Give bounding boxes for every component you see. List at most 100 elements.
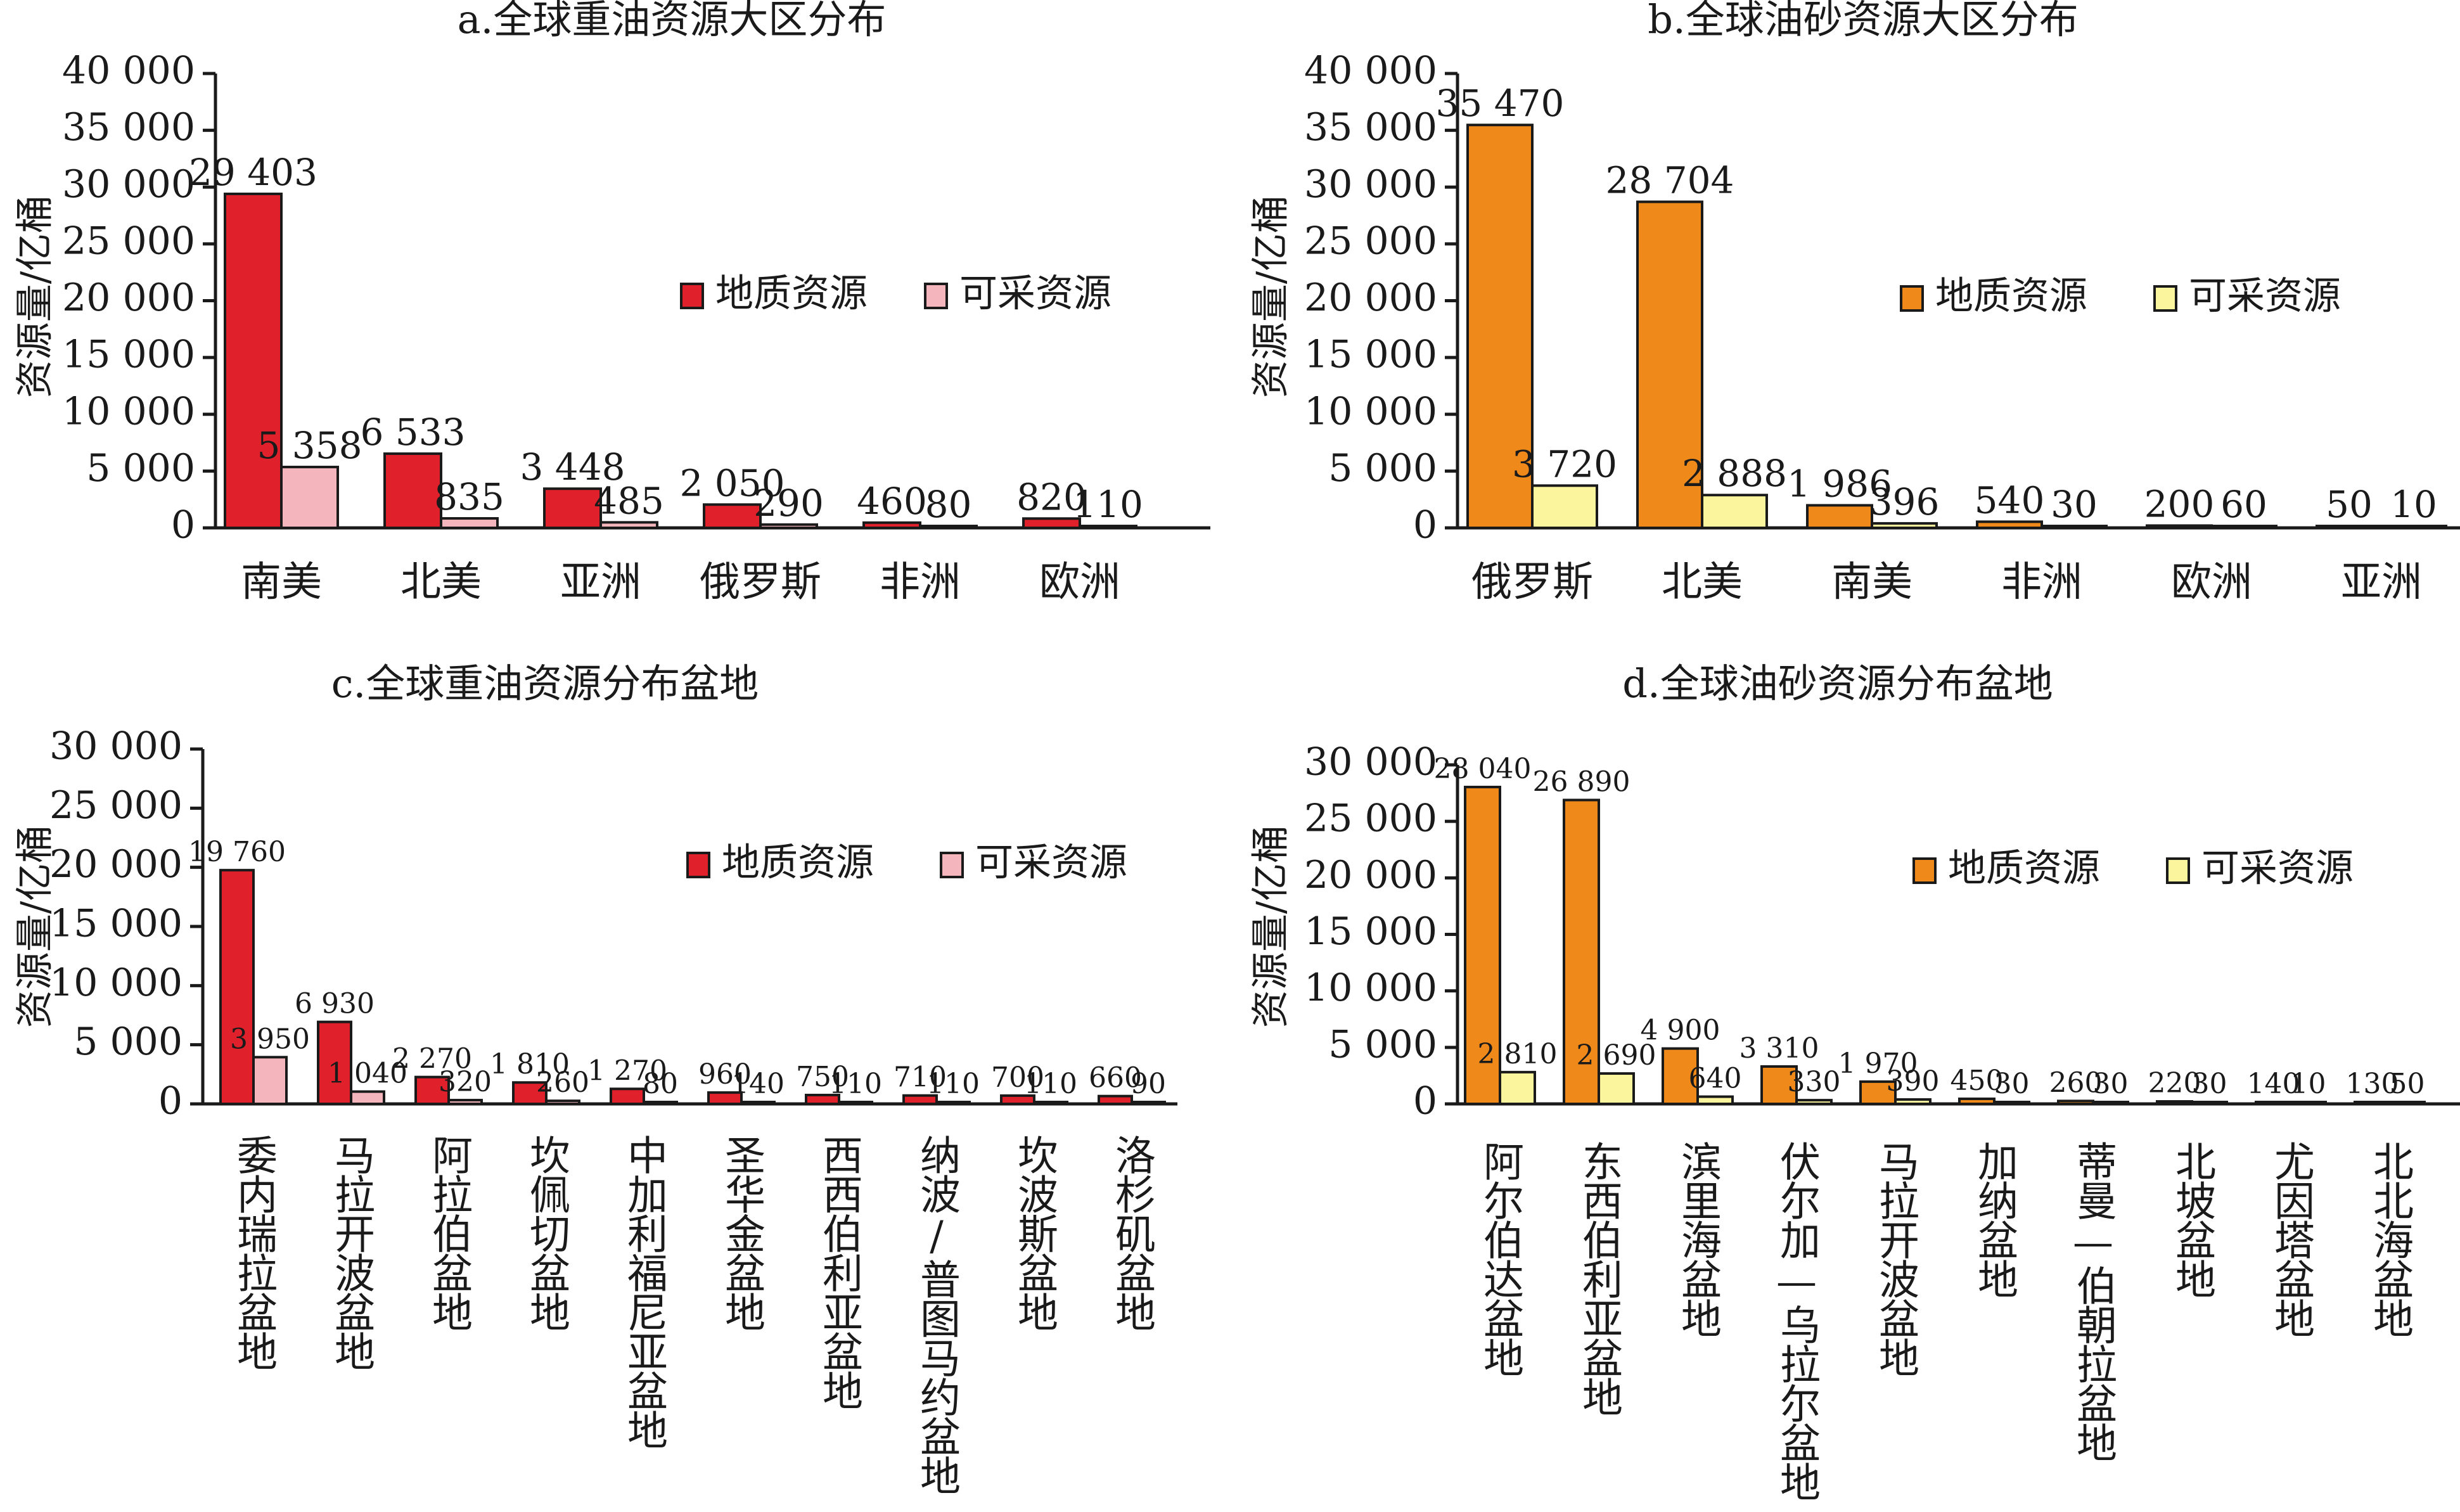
- bar-recoverable: [1795, 1099, 1833, 1105]
- data-label: 485: [594, 479, 664, 522]
- legend-label: 可采资源: [2201, 847, 2354, 891]
- x-category-label: 欧洲: [1039, 559, 1120, 606]
- y-tick-label: 15 000: [62, 333, 195, 377]
- y-tick-label: 10 000: [49, 961, 183, 1005]
- y-tick-label: 15 000: [1304, 909, 1437, 954]
- data-label: 2 690: [1577, 1039, 1656, 1072]
- data-label: 710: [894, 1061, 947, 1094]
- data-label: 460: [857, 480, 927, 523]
- bar-geologic: [862, 521, 921, 530]
- y-tick-label: 10 000: [1304, 966, 1437, 1010]
- x-category-label: 非洲: [2001, 559, 2082, 606]
- legend-label: 可采资源: [2189, 274, 2341, 319]
- data-label: 110: [829, 1068, 882, 1100]
- data-label: 3 448: [520, 445, 625, 489]
- data-label: 30: [2192, 1068, 2227, 1100]
- x-category-label: 北北海盆地: [2366, 1141, 2413, 1337]
- bar-recoverable: [643, 1101, 678, 1105]
- x-category-label: 蒂曼—伯朝拉盆地: [2070, 1141, 2117, 1461]
- y-tick-label: 5 000: [1328, 446, 1437, 490]
- data-label: 835: [434, 475, 504, 518]
- legend-label: 地质资源: [1935, 274, 2087, 319]
- bar-recoverable: [759, 523, 818, 530]
- data-label: 35 470: [1436, 82, 1565, 125]
- data-label: 396: [1869, 480, 1940, 523]
- data-label: 200: [2144, 482, 2215, 525]
- bar-geologic: [1466, 124, 1534, 529]
- legend-swatch-recoverable: [2166, 857, 2190, 884]
- y-tick-label: 20 000: [62, 276, 195, 320]
- x-category-label: 北美: [400, 559, 482, 606]
- data-label: 50: [2390, 1068, 2425, 1100]
- x-category-label: 北坡盆地: [2169, 1141, 2215, 1298]
- bar-geologic: [1976, 520, 2043, 529]
- x-category-label: 马拉开波盆地: [1872, 1141, 1919, 1376]
- data-label: 450: [1951, 1065, 2004, 1097]
- data-label: 30: [1994, 1068, 2030, 1100]
- data-label: 80: [643, 1068, 678, 1100]
- legend-label: 地质资源: [715, 272, 868, 316]
- bar-geologic: [219, 869, 255, 1105]
- legend-swatch-geologic: [1912, 857, 1937, 884]
- x-category-label: 欧洲: [2171, 559, 2252, 606]
- data-label: 6 533: [360, 411, 465, 454]
- data-label: 6 930: [295, 988, 375, 1020]
- bar-geologic: [1022, 517, 1081, 530]
- bar-geologic: [317, 1020, 352, 1106]
- x-category-label: 非洲: [880, 559, 961, 606]
- bar-geologic: [1000, 1094, 1035, 1106]
- y-tick-label: 0: [1413, 1079, 1437, 1124]
- bar-recoverable: [280, 465, 339, 529]
- data-label: 540: [1975, 478, 2045, 522]
- data-label: 640: [1689, 1063, 1742, 1095]
- data-label: 110: [926, 1068, 980, 1100]
- bar-geologic: [1806, 504, 1873, 529]
- data-label: 10: [2291, 1068, 2326, 1100]
- bar-recoverable: [252, 1056, 288, 1106]
- bar-recoverable: [2040, 525, 2108, 529]
- x-category-label: 伏尔加—乌拉尔盆地: [1773, 1141, 1820, 1501]
- y-tick-label: 25 000: [1304, 797, 1437, 841]
- bar-recoverable: [1871, 522, 1938, 529]
- bar-geologic: [543, 487, 602, 529]
- data-label: 1 970: [1838, 1048, 1918, 1080]
- y-tick-label: 10 000: [62, 389, 195, 433]
- data-label: 2 050: [679, 461, 785, 504]
- bar-recoverable: [2191, 1101, 2228, 1105]
- x-category-label: 尤因塔盆地: [2267, 1141, 2314, 1337]
- legend-swatch-geologic: [686, 852, 710, 878]
- bar-recoverable: [1598, 1072, 1635, 1105]
- bar-geologic: [383, 452, 442, 530]
- x-category-label: 马拉开波盆地: [328, 1134, 375, 1370]
- bar-recoverable: [2092, 1101, 2129, 1105]
- bar-geologic: [1636, 200, 1703, 530]
- legend-label: 地质资源: [1948, 847, 2100, 891]
- data-label: 1 040: [328, 1058, 407, 1090]
- y-tick-label: 40 000: [62, 49, 195, 93]
- bar-geologic: [707, 1091, 743, 1105]
- bar-geologic: [2146, 524, 2213, 529]
- data-label: 750: [796, 1061, 849, 1093]
- data-label: 3 720: [1512, 442, 1617, 485]
- data-label: 2 810: [1478, 1038, 1558, 1070]
- bar-geologic: [703, 503, 762, 529]
- data-label: 30: [2051, 483, 2098, 526]
- bar-geologic: [610, 1087, 645, 1106]
- y-axis-label: 资源量/亿桶: [1249, 825, 1293, 1028]
- bar-geologic: [1662, 1047, 1699, 1106]
- data-label: 60: [2220, 483, 2267, 526]
- bar-geologic: [2316, 525, 2383, 529]
- y-tick-label: 35 000: [62, 105, 195, 150]
- bar-recoverable: [740, 1101, 776, 1105]
- bar-geologic: [1464, 785, 1501, 1106]
- legend-swatch-recoverable: [924, 283, 948, 309]
- bar-recoverable: [1131, 1101, 1166, 1105]
- data-label: 19 760: [188, 836, 286, 868]
- data-label: 5 358: [257, 424, 362, 467]
- y-tick-label: 40 000: [1304, 49, 1437, 93]
- data-label: 330: [1788, 1066, 1841, 1098]
- data-label: 1 810: [490, 1048, 570, 1080]
- bar-recoverable: [1894, 1098, 1931, 1106]
- x-category-label: 俄罗斯: [700, 559, 821, 606]
